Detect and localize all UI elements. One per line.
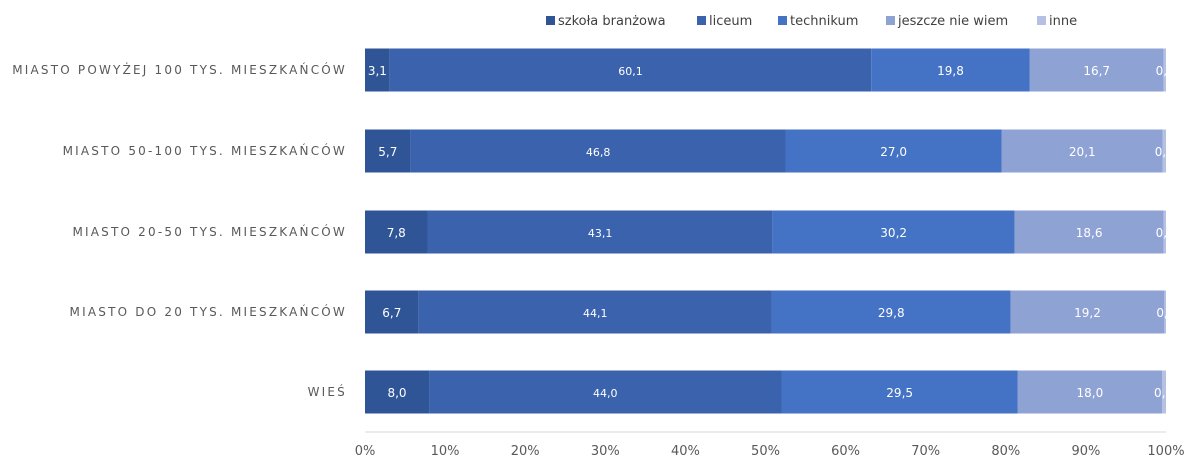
category-label: WIEŚ [308, 384, 347, 399]
legend-item: technikum [778, 14, 858, 29]
x-tick-label: 60% [831, 444, 860, 459]
chart-legend: szkoła branżowa liceum technikum jeszcze ni… [546, 14, 1077, 29]
data-label: 7,8 [387, 226, 406, 240]
x-tick-label: 30% [591, 444, 620, 459]
bar-segment [427, 210, 773, 254]
data-label: 0, [1156, 226, 1167, 240]
data-label: 27,0 [880, 145, 907, 159]
data-label: 18,6 [1076, 226, 1103, 240]
data-label: 6,7 [382, 306, 401, 320]
x-tick-label: 70% [911, 444, 940, 459]
x-tick-label: 0% [355, 444, 376, 459]
x-tick-label: 20% [511, 444, 540, 459]
legend-label: liceum [709, 14, 752, 29]
bar-segment [1017, 370, 1162, 414]
data-label: 18,0 [1077, 386, 1104, 400]
category-label: MIASTO DO 20 TYS. MIESZKAŃCÓW [70, 304, 347, 319]
bar-row: 3,1 60,1 19,8 16,7 0, [365, 48, 1167, 92]
data-label: 60,1 [618, 65, 643, 78]
data-label: 0, [1156, 64, 1167, 78]
data-label: 44,1 [583, 307, 608, 320]
legend-swatch [697, 16, 706, 25]
bar-segment [785, 129, 1002, 173]
data-label: 46,8 [586, 146, 611, 159]
category-label: MIASTO POWYŻEJ 100 TYS. MIESZKAŃCÓW [12, 62, 347, 77]
data-label: 0, [1154, 386, 1165, 400]
data-label: 5,7 [378, 145, 397, 159]
x-tick-label: 50% [751, 444, 780, 459]
data-label: 19,2 [1074, 306, 1101, 320]
bar-segment [365, 129, 411, 173]
legend-item: inne [1037, 14, 1077, 29]
x-tick-label: 90% [1071, 444, 1100, 459]
x-axis-ticks: 0% 10% 20% 30% 40% 50% 60% 70% 80% 90% 100% [355, 444, 1185, 459]
bar-segment [1162, 129, 1166, 173]
bar-segment [410, 129, 786, 173]
bar-segment [418, 290, 772, 334]
data-label: 30,2 [880, 226, 907, 240]
data-label: 0, [1155, 145, 1166, 159]
bar-segment [365, 370, 430, 414]
bar-segment [772, 210, 1015, 254]
data-label: 8,0 [387, 386, 406, 400]
bar-row: 6,7 44,1 29,8 19,2 0, [365, 290, 1168, 334]
legend-swatch [886, 16, 895, 25]
data-label: 29,8 [878, 306, 905, 320]
bar-segment [365, 48, 390, 92]
bar-segment [781, 370, 1018, 414]
data-label: 29,5 [886, 386, 913, 400]
legend-swatch [546, 16, 555, 25]
bar-segment [871, 48, 1030, 92]
legend-item: jeszcze nie wiem [886, 14, 1008, 29]
legend-label: jeszcze nie wiem [897, 14, 1008, 29]
legend-item: liceum [697, 14, 752, 29]
data-label: 16,7 [1083, 64, 1110, 78]
bar-segment [389, 48, 872, 92]
data-label: 3,1 [368, 64, 387, 78]
bar-segment [1014, 210, 1164, 254]
bar-row: 8,0 44,0 29,5 18,0 0, [365, 370, 1166, 414]
bar-segment [365, 290, 419, 334]
legend-swatch [778, 16, 787, 25]
data-label: 43,1 [588, 227, 613, 240]
data-label: 19,8 [937, 64, 964, 78]
bar-segment [1163, 48, 1166, 92]
legend-label: inne [1049, 14, 1077, 29]
bar-area: 3,1 60,1 19,8 16,7 0, 5,7 46,8 27,0 20,1 0, 7,8 43,… [365, 48, 1168, 414]
bar-row: 7,8 43,1 30,2 18,6 0, [365, 210, 1167, 254]
bar-segment [429, 370, 782, 414]
category-labels: MIASTO POWYŻEJ 100 TYS. MIESZKAŃCÓW MIAST… [12, 62, 347, 399]
legend-label: technikum [790, 14, 858, 29]
bar-segment [1001, 129, 1163, 173]
bar-segment [1164, 290, 1166, 334]
x-tick-label: 100% [1147, 444, 1184, 459]
bar-segment [365, 210, 428, 254]
data-label: 44,0 [593, 387, 618, 400]
bar-row: 5,7 46,8 27,0 20,1 0, [365, 129, 1166, 173]
x-tick-label: 10% [431, 444, 460, 459]
x-tick-label: 40% [671, 444, 700, 459]
data-label: 0, [1156, 306, 1167, 320]
bar-segment [1029, 48, 1164, 92]
x-tick-label: 80% [991, 444, 1020, 459]
bar-segment [771, 290, 1011, 334]
bar-segment [1163, 210, 1166, 254]
bar-segment [1161, 370, 1166, 414]
legend-label: szkoła branżowa [558, 14, 666, 29]
category-label: MIASTO 20-50 TYS. MIESZKAŃCÓW [72, 224, 347, 239]
legend-swatch [1037, 16, 1046, 25]
bar-segment [1010, 290, 1165, 334]
category-label: MIASTO 50-100 TYS. MIESZKAŃCÓW [63, 143, 347, 158]
legend-item: szkoła branżowa [546, 14, 666, 29]
data-label: 20,1 [1069, 145, 1096, 159]
